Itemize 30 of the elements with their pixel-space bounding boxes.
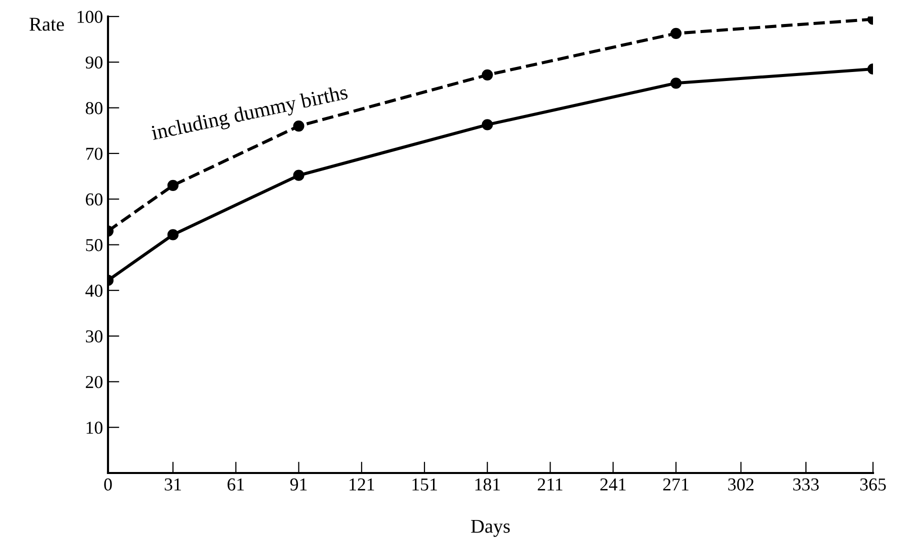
x-tick-label: 151 bbox=[412, 478, 437, 491]
y-axis-title: Rate bbox=[30, 18, 64, 31]
annotation: including dummy births bbox=[150, 84, 350, 144]
x-tick-label: 61 bbox=[228, 478, 244, 491]
y-tick-label: 90 bbox=[86, 56, 102, 69]
x-tick-label: 211 bbox=[538, 478, 562, 490]
x-tick-label: 241 bbox=[600, 478, 626, 490]
x-tick-label: 31 bbox=[164, 478, 181, 491]
x-tick-label: 271 bbox=[663, 478, 688, 490]
point bbox=[482, 119, 493, 130]
x-tick-label: 302 bbox=[728, 478, 754, 491]
x-tick-label: 333 bbox=[793, 478, 819, 491]
y-tick-label: 30 bbox=[86, 330, 102, 342]
y-tick-label: 80 bbox=[86, 102, 102, 114]
y-tick-label: 60 bbox=[86, 193, 102, 206]
point bbox=[482, 69, 493, 80]
x-tick-label: 121 bbox=[350, 478, 374, 490]
x-tick-label: 365 bbox=[860, 478, 886, 491]
y-tick-label: 20 bbox=[86, 376, 102, 388]
x-tick-label: 181 bbox=[475, 478, 500, 491]
x-tick-label: 0 bbox=[104, 478, 112, 491]
y-tick-label: 10 bbox=[86, 422, 102, 434]
x-axis-title: Days bbox=[471, 520, 510, 537]
y-tick-label: 50 bbox=[86, 239, 102, 252]
y-tick-label: 40 bbox=[85, 284, 102, 297]
x-tick-label: 91 bbox=[290, 478, 307, 491]
point bbox=[293, 120, 304, 132]
point bbox=[293, 170, 304, 181]
y-tick-label: 70 bbox=[86, 148, 102, 160]
y-tick-label: 100 bbox=[78, 10, 102, 23]
